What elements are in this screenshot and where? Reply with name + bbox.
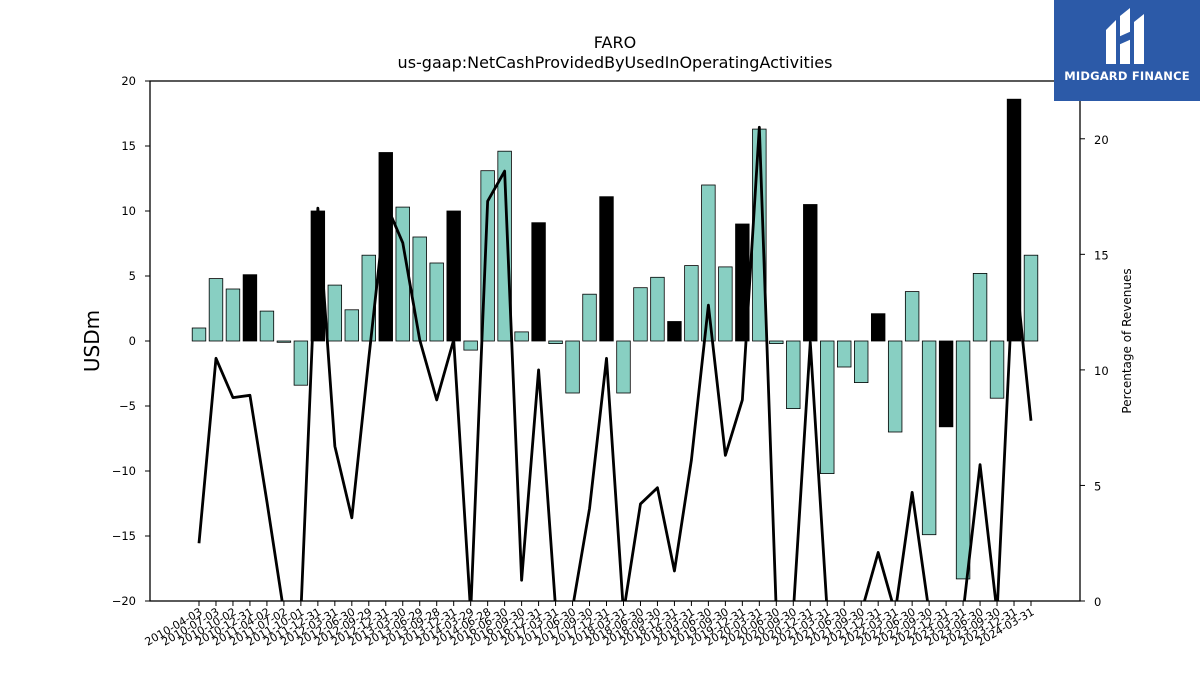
percentage-line (197, 125, 1033, 601)
chart-title: FARO (594, 33, 636, 52)
y-tick-label: 0 (129, 334, 136, 348)
bar (633, 287, 648, 342)
bar (259, 310, 275, 342)
bar (582, 293, 597, 342)
brand-logo: MIDGARD FINANCE (1054, 0, 1200, 101)
y2-tick-label: 0 (1094, 595, 1101, 609)
y-tick-label: 20 (121, 74, 136, 88)
y2-tick-label: 15 (1094, 248, 1109, 262)
bar (904, 291, 920, 342)
bar (854, 340, 869, 383)
y-tick-label: 5 (129, 269, 136, 283)
y-tick-label: −15 (112, 529, 136, 543)
bar (242, 274, 258, 342)
y-tick-label: −10 (112, 464, 136, 478)
bar (650, 276, 665, 342)
bar (361, 254, 376, 342)
bar (548, 340, 563, 344)
chart-subtitle: us-gaap:NetCashProvidedByUsedInOperating… (398, 53, 833, 72)
bar (344, 309, 359, 342)
y-tick-label: −5 (119, 399, 136, 413)
x-axis: 2010-04-032010-07-032010-10-022010-12-31… (143, 601, 1037, 649)
brand-name: MIDGARD FINANCE (1064, 69, 1190, 83)
bar (701, 184, 716, 342)
y-axis-left: −20 −15 −10 −5 0 5 10 15 20 (112, 74, 150, 608)
y-tick-label: −20 (112, 594, 136, 608)
bar (684, 265, 699, 342)
y2-tick-label: 10 (1094, 364, 1109, 378)
bar (276, 340, 292, 343)
bar (378, 152, 393, 342)
line-series (197, 125, 1033, 601)
bar (870, 313, 886, 342)
bar (1023, 254, 1039, 342)
bar (599, 196, 614, 342)
bar (446, 210, 461, 342)
bar (786, 340, 801, 409)
bar (191, 327, 207, 342)
y-tick-label: 10 (121, 204, 136, 218)
bar (989, 340, 1005, 399)
bar (769, 340, 784, 344)
bar (938, 340, 954, 428)
bar (463, 340, 478, 351)
y2-tick-label: 20 (1094, 133, 1109, 147)
bar (803, 204, 818, 342)
bar (921, 340, 937, 536)
bar (208, 278, 224, 342)
bar (667, 321, 682, 342)
bar (327, 284, 343, 342)
bar (972, 272, 988, 342)
y-axis-right: 0 5 10 15 20 (1080, 133, 1109, 609)
y2-axis-label: Percentage of Revenues (1120, 268, 1134, 413)
bar (412, 236, 427, 342)
bar (514, 331, 529, 342)
bar (225, 288, 241, 342)
bar (497, 150, 512, 342)
bar (429, 262, 444, 342)
bar (887, 340, 903, 433)
bar (531, 222, 546, 342)
bar (820, 340, 835, 475)
bar (616, 340, 631, 394)
bar (837, 340, 852, 368)
bar (565, 340, 580, 394)
y-tick-label: 15 (121, 139, 136, 153)
y-axis-label: USDm (80, 310, 104, 372)
y2-tick-label: 5 (1094, 479, 1101, 493)
bar (718, 266, 733, 342)
bar (955, 340, 971, 580)
bar (293, 340, 309, 386)
midgard-logo-icon (1106, 8, 1144, 64)
